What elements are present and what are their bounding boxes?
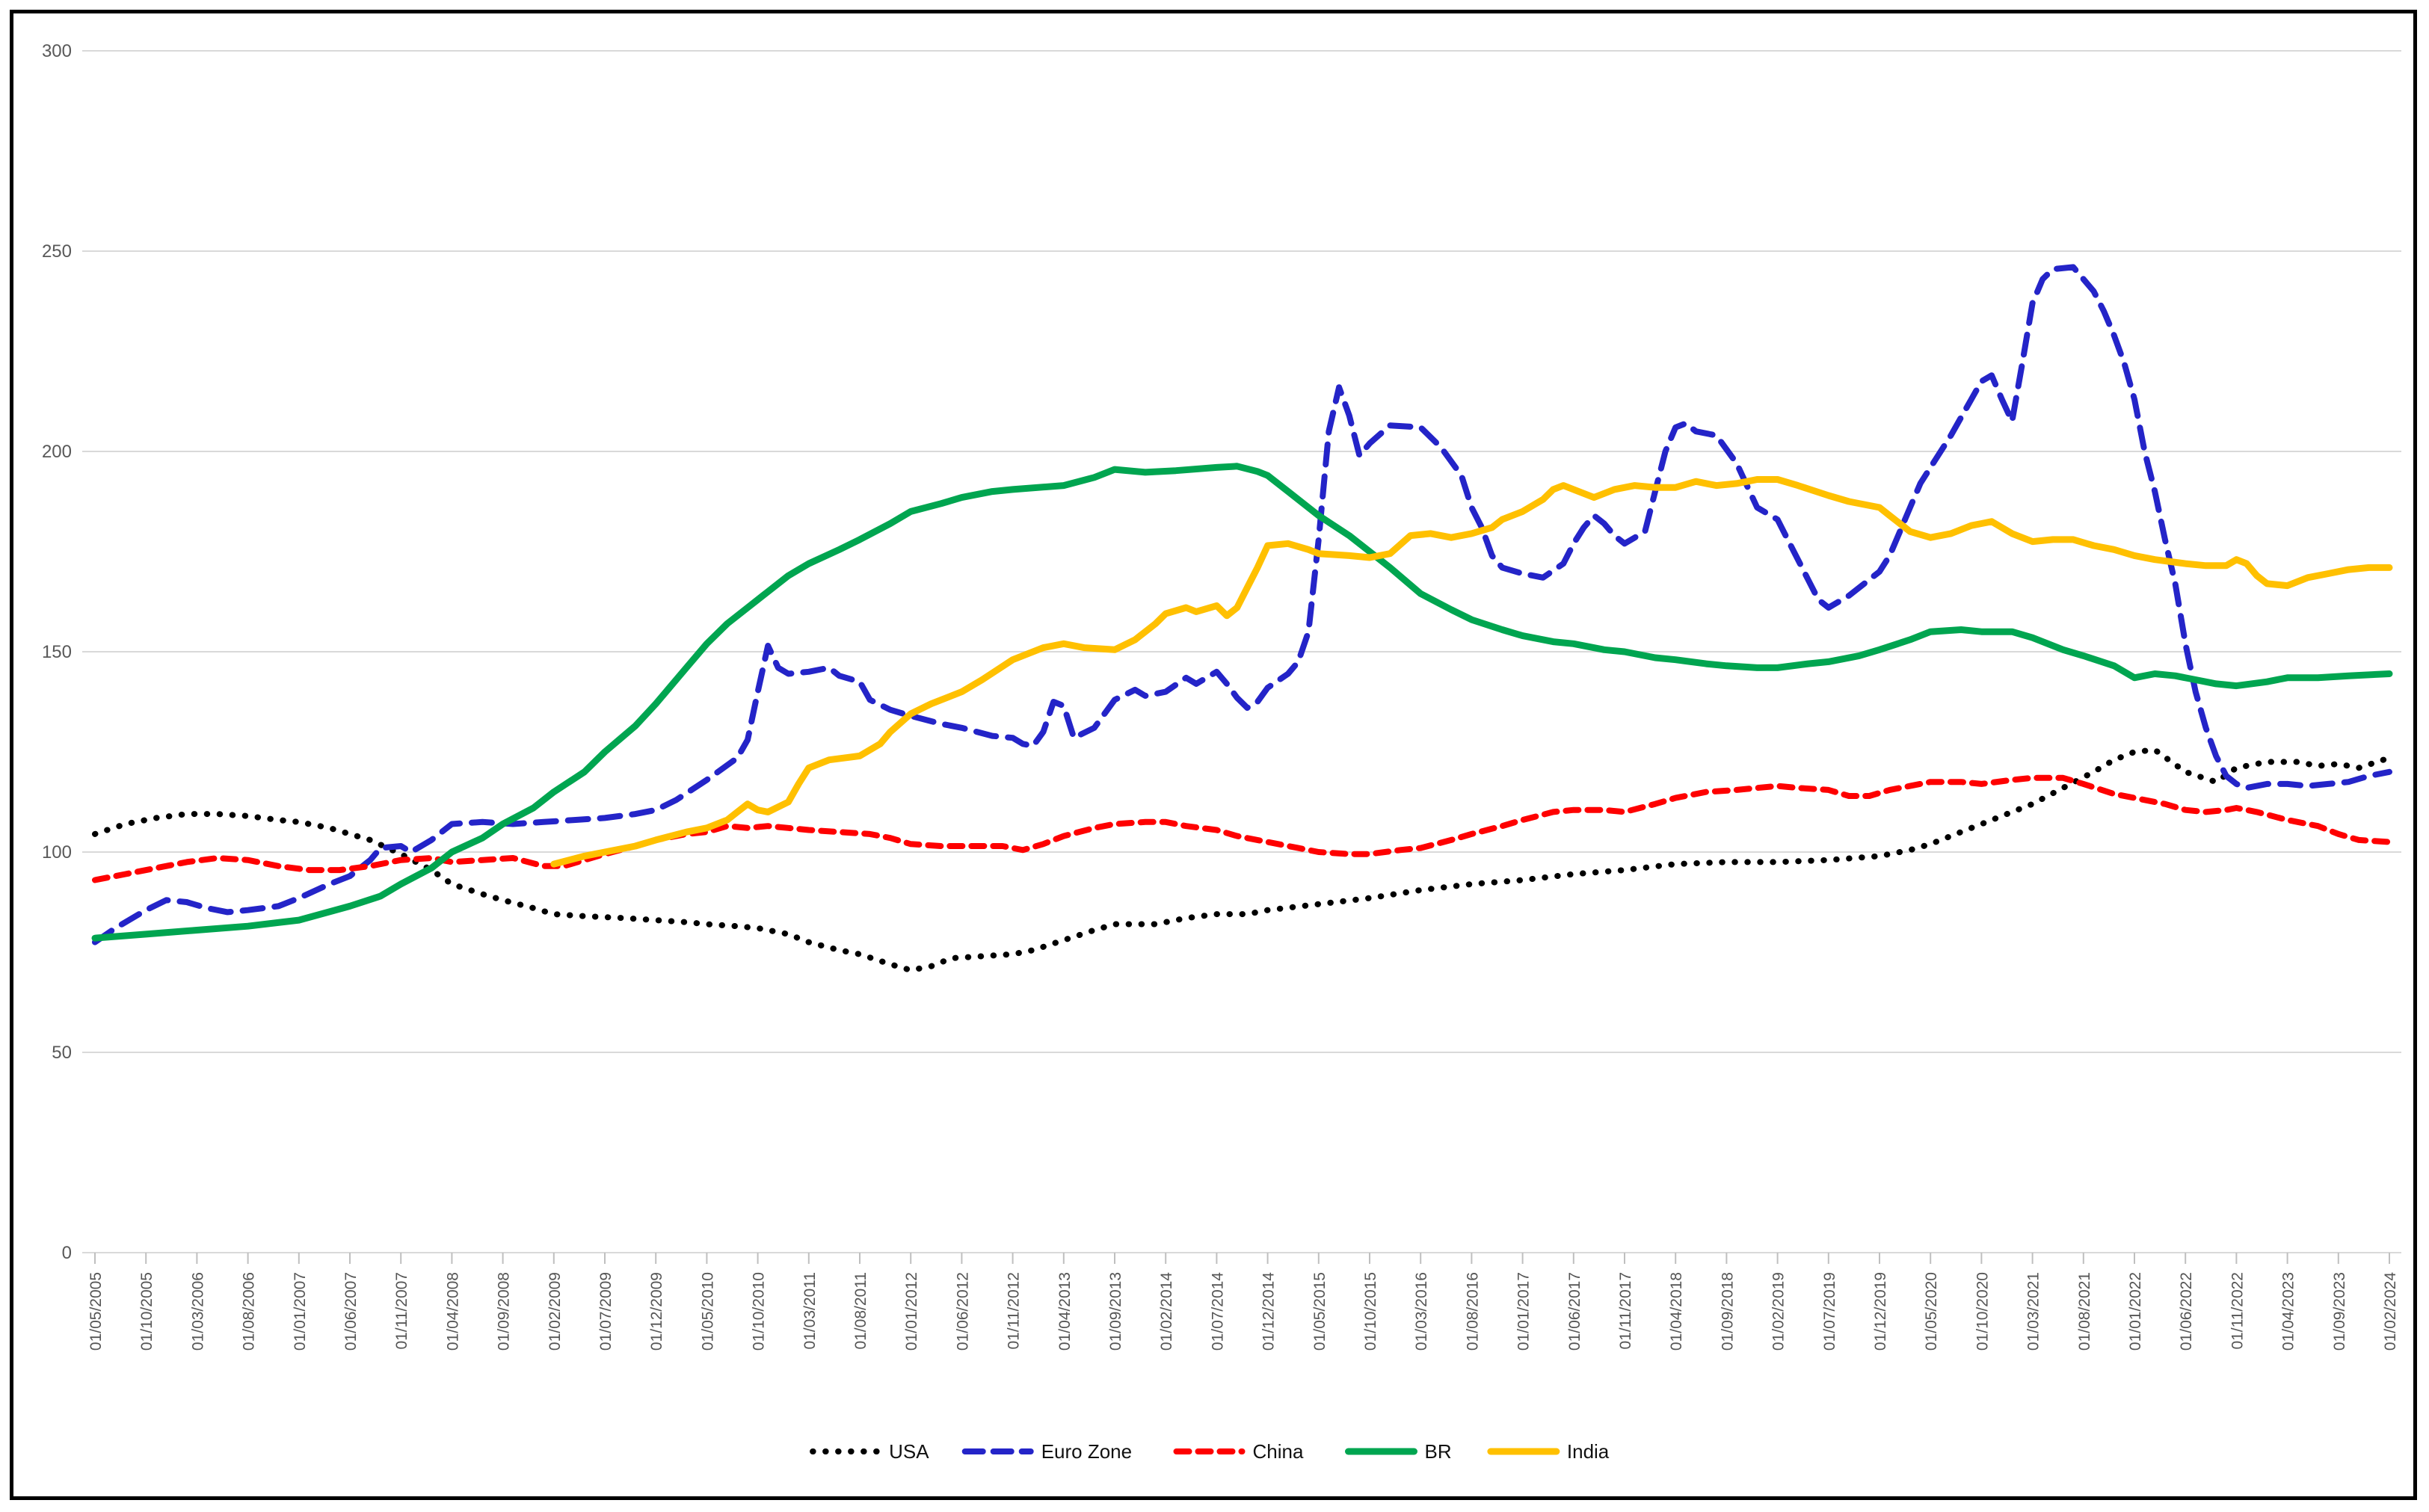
- x-tick-label: 01/02/2024: [2382, 1272, 2399, 1351]
- x-tick-label: 01/08/2016: [1464, 1272, 1481, 1351]
- series-line-china: [92, 774, 2392, 883]
- x-tick-label: 01/03/2021: [2025, 1272, 2042, 1351]
- x-tick-label: 01/07/2014: [1209, 1272, 1226, 1351]
- x-tick-label: 01/09/2018: [1719, 1272, 1736, 1351]
- x-tick-label: 01/04/2013: [1056, 1272, 1074, 1351]
- x-tick-label: 01/12/2019: [1872, 1272, 1889, 1351]
- x-tick-label: 01/07/2019: [1821, 1272, 1838, 1351]
- x-axis-labels: 01/05/2005 01/10/2005 01/03/2006 01/08/2006…: [87, 1272, 2399, 1351]
- x-tick-label: 01/08/2006: [241, 1272, 258, 1351]
- x-tick-label: 01/07/2009: [597, 1272, 615, 1351]
- series-line-india: [550, 476, 2393, 868]
- legend-label: Euro Zone: [1041, 1440, 1132, 1463]
- gridlines: [82, 50, 2401, 1253]
- series-line-br: [91, 463, 2393, 942]
- legend-label: USA: [889, 1440, 929, 1463]
- x-tick-label: 01/04/2008: [444, 1272, 461, 1351]
- y-tick-label: 300: [42, 41, 72, 61]
- chart-border: [10, 10, 2417, 1500]
- y-tick-label: 150: [42, 642, 72, 662]
- y-tick-label: 50: [52, 1043, 72, 1063]
- y-tick-label: 200: [42, 442, 72, 462]
- x-tick-label: 01/06/2007: [342, 1272, 360, 1351]
- x-tick-label: 01/11/2007: [393, 1272, 410, 1350]
- y-tick-label: 250: [42, 241, 72, 262]
- legend-label: India: [1567, 1440, 1610, 1463]
- x-tick-label: 01/12/2014: [1260, 1272, 1278, 1351]
- x-tick-label: 01/11/2017: [1617, 1272, 1634, 1350]
- x-tick-label: 01/03/2011: [801, 1272, 819, 1350]
- x-tick-label: 01/11/2022: [2229, 1272, 2246, 1350]
- x-tick-label: 01/03/2006: [189, 1272, 206, 1351]
- series-line-usa: [92, 747, 2392, 974]
- legend-item-china: China: [1173, 1440, 1304, 1463]
- x-tick-label: 01/10/2015: [1362, 1272, 1379, 1351]
- x-tick-label: 01/10/2005: [138, 1272, 156, 1351]
- x-tick-label: 01/02/2009: [547, 1272, 564, 1351]
- x-tick-label: 01/03/2016: [1413, 1272, 1430, 1351]
- x-tick-label: 01/04/2023: [2280, 1272, 2297, 1351]
- x-tick-label: 01/02/2019: [1770, 1272, 1788, 1351]
- x-tick-label: 01/06/2022: [2178, 1272, 2195, 1351]
- x-tick-label: 01/06/2017: [1566, 1272, 1583, 1351]
- x-tick-label: 01/06/2012: [954, 1272, 971, 1351]
- x-tick-label: 01/11/2012: [1006, 1272, 1023, 1350]
- x-tick-label: 01/02/2014: [1158, 1272, 1175, 1351]
- x-tick-label: 01/01/2007: [292, 1272, 309, 1351]
- x-tick-label: 01/05/2020: [1923, 1272, 1940, 1351]
- legend-item-india: India: [1487, 1440, 1610, 1463]
- legend-label: China: [1253, 1440, 1304, 1463]
- x-tick-label: 01/01/2017: [1515, 1272, 1533, 1351]
- legend-label: BR: [1425, 1440, 1452, 1463]
- x-tick-label: 01/12/2009: [648, 1272, 665, 1351]
- y-axis-labels: 0 50 100 150 200 250 300: [42, 41, 72, 1263]
- legend-item-euro-zone: Euro Zone: [961, 1440, 1132, 1463]
- x-tick-label: 01/01/2012: [903, 1272, 920, 1351]
- x-tick-label: 01/01/2022: [2127, 1272, 2144, 1351]
- y-tick-label: 0: [62, 1243, 72, 1263]
- legend: USA Euro Zone China BR India: [810, 1440, 1610, 1463]
- x-tick-label: 01/09/2023: [2331, 1272, 2348, 1351]
- x-tick-label: 01/04/2018: [1668, 1272, 1685, 1351]
- x-tick-label: 01/08/2011: [852, 1272, 869, 1350]
- x-tick-label: 01/05/2015: [1311, 1272, 1329, 1351]
- legend-item-usa: USA: [810, 1440, 929, 1463]
- legend-item-br: BR: [1345, 1440, 1452, 1463]
- x-tick-label: 01/05/2005: [87, 1272, 105, 1351]
- x-tick-label: 01/05/2010: [699, 1272, 716, 1351]
- y-tick-label: 100: [42, 842, 72, 863]
- x-tick-label: 01/09/2013: [1107, 1272, 1124, 1351]
- x-tick-label: 01/09/2008: [496, 1272, 513, 1351]
- x-tick-label: 01/08/2021: [2076, 1272, 2093, 1351]
- x-tick-label: 01/10/2010: [751, 1272, 768, 1351]
- x-tick-label: 01/10/2020: [1974, 1272, 1991, 1351]
- series-line-euro-zone: [92, 264, 2392, 945]
- x-axis-ticks: [94, 1253, 2390, 1264]
